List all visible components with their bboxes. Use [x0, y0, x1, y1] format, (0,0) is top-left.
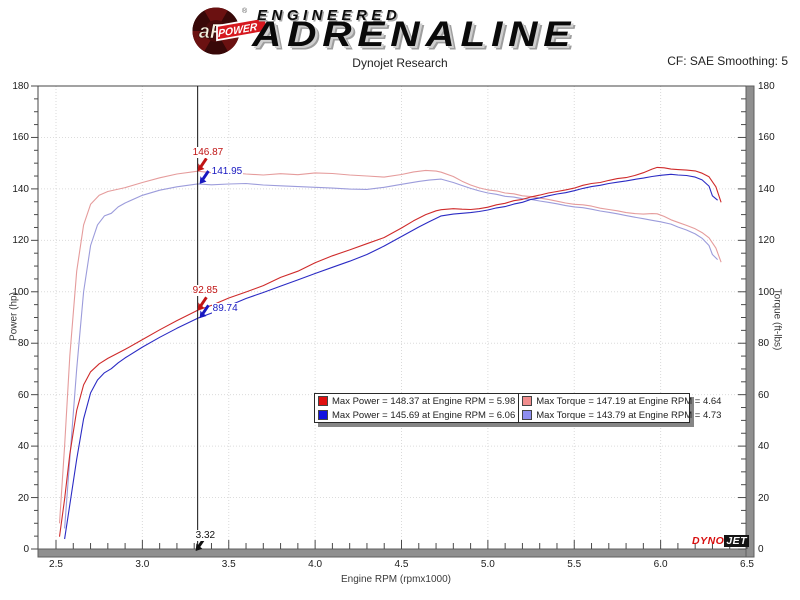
legend-label: Max Power = 145.69 at Engine RPM = 6.06 [332, 409, 516, 421]
legend-label: Max Power = 148.37 at Engine RPM = 5.98 [332, 395, 516, 407]
y-right-tick-label: 120 [758, 235, 775, 247]
y-left-tick-label: 180 [12, 81, 29, 92]
legend-label: Max Torque = 143.79 at Engine RPM = 4.73 [536, 409, 722, 421]
x-tick-label: 5.0 [480, 559, 495, 570]
dynojet-logo-jet: JET [724, 535, 750, 547]
cursor-readout-arrow-torque_run2 [199, 170, 210, 184]
cursor-rpm-label: 3.32 [194, 530, 217, 541]
curve-torque_run1 [58, 169, 722, 524]
y-left-tick-label: 60 [17, 389, 29, 401]
cursor-readout-arrow-power_run2 [199, 304, 210, 319]
y-left-tick-label: 80 [17, 338, 29, 350]
cursor-readout-power_run1: 92.85 [191, 285, 219, 297]
registered-mark: ® [242, 7, 248, 15]
x-tick-label: 6.0 [653, 559, 668, 570]
legend-swatch-power-run1 [318, 396, 328, 406]
curve-torque_run2 [64, 178, 718, 529]
x-tick-label: 2.5 [49, 559, 63, 570]
legend-swatch-power-run2 [318, 410, 328, 420]
legend-swatch-torque-run1 [522, 396, 533, 406]
cursor-readout-arrow-power_run1 [197, 296, 208, 311]
power-ribbon-band [216, 16, 268, 42]
legend-item-max-torque-run1: Max Torque = 147.19 at Engine RPM = 4.64 [518, 394, 724, 408]
x-tick-label: 3.0 [135, 559, 150, 570]
y-right-tick-label: 180 [758, 81, 775, 92]
brand-engineered: ENGINEERED [257, 7, 402, 24]
x-tick-label: 5.5 [567, 559, 582, 570]
y-right-tick-label: 140 [758, 183, 775, 195]
y-right-tick-label: 40 [758, 441, 770, 453]
y-left-tick-label: 0 [23, 544, 29, 555]
y-left-tick-label: 160 [12, 132, 29, 144]
brand-adrenaline: ADRENALINE [252, 15, 577, 54]
dynojet-logo: DYNO JET [692, 535, 750, 547]
y-right-tick-label: 100 [758, 286, 775, 298]
dynojet-logo-dyno: DYNO [692, 535, 725, 547]
cursor-readout-torque_run1: 146.87 [191, 147, 225, 159]
cursor-readout-arrow-torque_run1 [197, 157, 208, 172]
x-axis-scrollbar[interactable] [37, 548, 755, 558]
cursor-readout-power_run2: 89.74 [211, 303, 239, 315]
x-axis-title: Engine RPM (rpmx1000) [340, 574, 452, 585]
afe-power-logo: aFe ® POWER [192, 7, 268, 55]
y-right-tick-label: 20 [758, 492, 770, 504]
afe-logo-wedge [204, 7, 228, 31]
y-left-tick-label: 120 [12, 235, 29, 247]
y-right-tick-label: 60 [758, 389, 770, 401]
x-tick-label: 4.0 [308, 559, 323, 570]
y-axis-scrollbar[interactable] [745, 85, 755, 558]
cursor-readout-torque_run2: 141.95 [210, 165, 244, 177]
legend-item-max-power-run2: Max Power = 145.69 at Engine RPM = 6.06 [315, 408, 518, 422]
y-left-tick-label: 40 [17, 441, 29, 453]
x-tick-label: 4.5 [394, 559, 409, 570]
legend-swatch-torque-run2 [522, 410, 533, 420]
y-right-tick-label: 80 [758, 338, 770, 350]
power-ribbon: POWER [216, 16, 268, 42]
left-axis-title: Power (hp) [8, 292, 20, 341]
smoothing-setting: CF: SAE Smoothing: 5 [667, 54, 788, 68]
afe-logo-wedge [204, 31, 228, 55]
chart-title: Dynojet Research [352, 56, 448, 70]
x-tick-label: 3.5 [221, 559, 236, 570]
y-left-tick-label: 100 [12, 286, 29, 298]
x-tick-label: 6.5 [740, 559, 754, 570]
legend-label: Max Torque = 147.19 at Engine RPM = 4.64 [536, 395, 722, 407]
legend-item-max-power-run1: Max Power = 148.37 at Engine RPM = 5.98 [315, 394, 518, 408]
curve-power_run2 [64, 173, 718, 540]
y-left-tick-label: 20 [17, 492, 29, 504]
right-axis-title: Torque (ft-lbs) [771, 288, 783, 351]
y-left-tick-label: 140 [12, 183, 29, 195]
y-right-tick-label: 160 [758, 132, 775, 144]
legend-item-max-torque-run2: Max Torque = 143.79 at Engine RPM = 4.73 [518, 408, 724, 422]
y-right-tick-label: 0 [758, 544, 764, 555]
curve-power_run1 [58, 166, 722, 537]
legend-box[interactable]: Max Power = 148.37 at Engine RPM = 5.98 … [314, 393, 721, 423]
